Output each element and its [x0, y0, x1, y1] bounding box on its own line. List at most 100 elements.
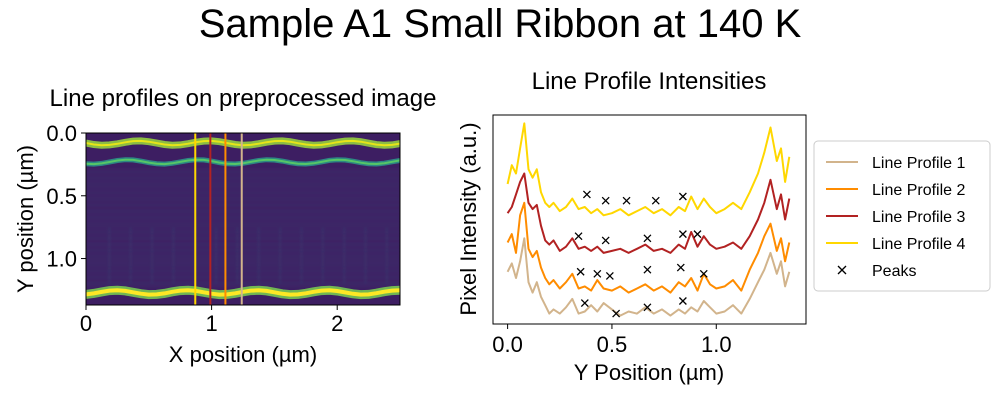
legend-item: Line Profile 1: [826, 155, 965, 172]
image-texture-fringe: [86, 222, 400, 224]
image-texture-fringe: [86, 171, 400, 173]
legend-item: Line Profile 2: [826, 182, 965, 199]
image-texture-fringe: [86, 240, 400, 243]
image-texture-fringe: [86, 168, 400, 170]
image-texture-fringe: [86, 186, 400, 188]
image-texture-fringe: [86, 282, 400, 285]
image-x-tick-label: 0: [80, 311, 92, 336]
image-y-axis-label: Y position (µm): [13, 145, 38, 293]
peak-marker: [676, 263, 685, 272]
image-texture-fringe: [86, 225, 400, 228]
image-texture-fringe: [86, 210, 400, 212]
image-texture-fringe: [86, 273, 400, 276]
image-texture-fringe: [86, 276, 400, 279]
image-texture-fringe: [86, 219, 400, 221]
legend-item: Peaks: [837, 263, 916, 280]
image-panel-title: Line profiles on preprocessed image: [50, 85, 437, 112]
peak-marker: [643, 234, 652, 243]
image-texture-fringe: [86, 192, 400, 194]
legend-label: Peaks: [872, 263, 916, 280]
profile-x-tick-label: 0.0: [492, 332, 523, 357]
peak-marker: [582, 190, 591, 199]
image-texture-fringe: [86, 213, 400, 215]
image-y-tick-label: 0.5: [46, 184, 77, 209]
peak-marker: [699, 269, 708, 278]
profile-y-axis-label: Pixel Intensity (a.u.): [456, 122, 481, 315]
image-texture-fringe: [86, 204, 400, 206]
profile-x-axis-label: Y Position (µm): [574, 360, 724, 385]
legend-item: Line Profile 3: [826, 209, 965, 226]
image-texture-fringe: [86, 195, 400, 197]
image-texture-fringe: [86, 267, 400, 270]
image-texture-fringe: [86, 252, 400, 255]
series-line: [506, 201, 791, 294]
figure-title: Sample A1 Small Ribbon at 140 K: [199, 2, 802, 46]
legend-label: Line Profile 4: [872, 236, 965, 253]
peak-marker: [576, 267, 585, 276]
peak-marker: [601, 196, 610, 205]
profile-panel-title: Line Profile Intensities: [532, 68, 767, 95]
image-x-tick-label: 1: [205, 311, 217, 336]
image-texture-fringe: [86, 249, 400, 252]
image-texture-fringe: [86, 207, 400, 209]
image-texture-streak: [322, 227, 324, 284]
image-y-tick-label: 1.0: [46, 247, 77, 272]
image-texture-streak: [364, 227, 367, 284]
image-x-axis-label: X position (µm): [169, 342, 317, 367]
legend: Line Profile 1 Line Profile 2 Line Profile…: [813, 140, 991, 292]
image-texture-fringe: [86, 216, 400, 218]
peak-marker: [678, 230, 687, 239]
image-texture-streak: [172, 227, 175, 284]
image-bright-band-core: [86, 139, 400, 147]
image-texture-fringe: [86, 255, 400, 258]
peak-marker: [693, 230, 702, 239]
legend-label: Line Profile 1: [872, 155, 965, 172]
image-texture-fringe: [86, 264, 400, 267]
legend-label: Line Profile 2: [872, 182, 965, 199]
image-texture-fringe: [86, 237, 400, 240]
image-texture-fringe: [86, 174, 400, 176]
peak-marker: [601, 236, 610, 245]
peak-marker: [678, 297, 687, 305]
image-texture-streak: [258, 227, 260, 284]
image-texture-streak: [279, 227, 281, 284]
image-texture-fringe: [86, 177, 400, 179]
image-y-tick-label: 0.0: [46, 121, 77, 146]
profile-x-tick-label: 1.0: [701, 332, 732, 357]
peak-marker: [574, 232, 583, 241]
peak-marker: [622, 196, 631, 205]
peak-marker: [612, 309, 621, 318]
image-texture-streak: [343, 227, 345, 284]
image-texture-streak: [300, 227, 303, 284]
image-bright-band-core: [86, 158, 400, 166]
image-frame: [85, 132, 401, 306]
image-texture-fringe: [86, 189, 400, 191]
peak-marker: [593, 269, 602, 278]
image-texture-streak: [236, 227, 239, 284]
image-texture-fringe: [86, 246, 400, 249]
image-texture-fringe: [86, 261, 400, 264]
peak-marker: [651, 196, 660, 205]
legend-box: [813, 140, 991, 292]
series-line: [506, 237, 791, 317]
series-line: [506, 122, 791, 217]
image-texture-fringe: [86, 198, 400, 200]
image-texture-streak: [129, 227, 132, 284]
image-texture-fringe: [86, 258, 400, 261]
preprocessed-image: [86, 133, 400, 305]
peak-marker: [643, 265, 652, 274]
peak-marker: [605, 271, 614, 280]
image-texture-fringe: [86, 201, 400, 203]
image-bright-band-core: [86, 288, 400, 297]
image-texture-fringe: [86, 180, 400, 182]
image-texture-fringe: [86, 183, 400, 185]
legend-label: Line Profile 3: [872, 209, 965, 226]
image-texture-fringe: [86, 285, 400, 288]
legend-peak-marker: [837, 265, 847, 275]
image-texture-fringe: [86, 270, 400, 273]
profile-x-tick-label: 0.5: [597, 332, 628, 357]
image-texture-streak: [215, 227, 217, 284]
profile-panel: Line Profile Intensities 0.0 0.5 1.0 Y Pos…: [456, 68, 991, 385]
image-x-tick-label: 2: [331, 311, 343, 336]
